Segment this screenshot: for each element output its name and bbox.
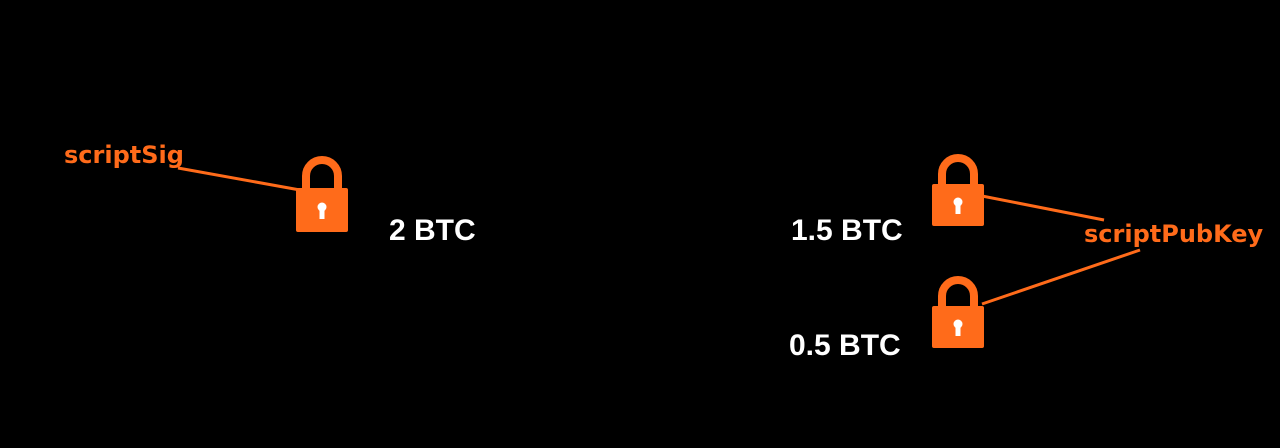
output-amount-1: 1.5 BTC [791, 214, 903, 247]
scriptsig-label: scriptSig [64, 141, 184, 169]
scriptsig-connector [177, 166, 301, 192]
scriptpubkey-label: scriptPubKey [1084, 220, 1264, 248]
scriptpubkey-connector-bottom [981, 248, 1141, 306]
scriptpubkey-connector-top [981, 194, 1105, 222]
padlock-icon [932, 154, 984, 226]
padlock-icon [296, 156, 348, 232]
input-amount: 2 BTC [389, 214, 476, 247]
padlock-icon [932, 276, 984, 348]
output-amount-2: 0.5 BTC [789, 329, 901, 362]
